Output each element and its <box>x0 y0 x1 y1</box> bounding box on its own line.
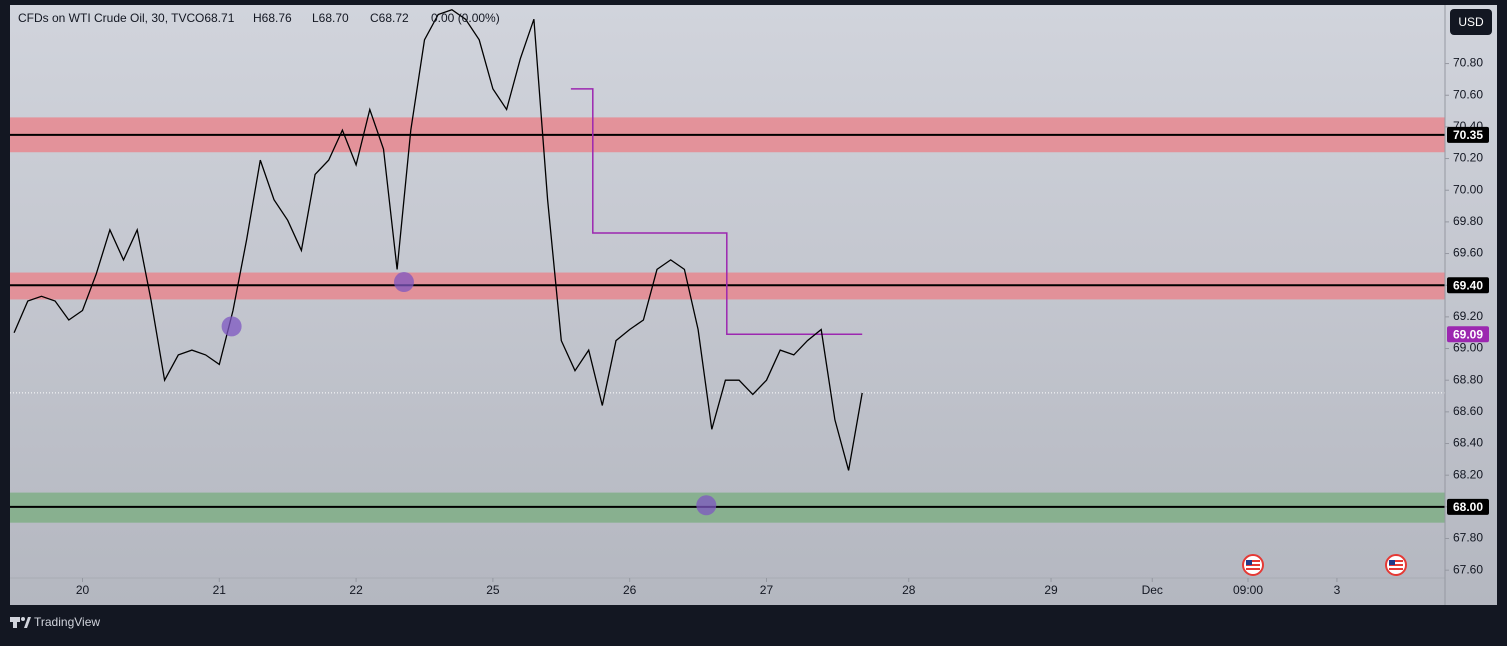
x-tick-label: 28 <box>902 583 916 597</box>
price-label: 69.40 <box>1453 278 1483 292</box>
price-label-box <box>1447 126 1489 143</box>
x-tick-label: 22 <box>349 583 363 597</box>
y-tick-label: 70.00 <box>1453 182 1483 196</box>
y-tick-label: 69.00 <box>1453 341 1483 355</box>
step-line <box>570 88 863 336</box>
price-label: 70.35 <box>1453 128 1483 142</box>
y-tick-label: 68.80 <box>1453 372 1483 386</box>
y-tick-label: 67.80 <box>1453 531 1483 545</box>
marker <box>221 316 242 337</box>
y-tick-label: 69.60 <box>1453 246 1483 260</box>
y-tick-label: 68.20 <box>1453 467 1483 481</box>
price-line <box>13 8 863 471</box>
price-label-box <box>1447 498 1489 515</box>
x-tick-label: 26 <box>623 583 637 597</box>
x-tick-label: 25 <box>486 583 500 597</box>
high: H68.76 <box>253 11 292 25</box>
y-tick-label: 70.20 <box>1453 151 1483 165</box>
event-icon[interactable] <box>1385 554 1407 576</box>
x-tick-label: 3 <box>1334 583 1341 597</box>
price-label-box <box>1447 326 1489 343</box>
y-tick-label: 69.80 <box>1453 214 1483 228</box>
brand[interactable]: TradingView <box>34 615 100 629</box>
symbol: CFDs on WTI Crude Oil, 30, TVC <box>18 11 195 25</box>
close: C68.72 <box>370 11 409 25</box>
price-label: 68.00 <box>1453 500 1483 514</box>
low: L68.70 <box>312 11 349 25</box>
currency[interactable]: USD <box>1458 15 1484 29</box>
marker <box>696 495 717 516</box>
price-label-box <box>1447 277 1489 294</box>
plot <box>10 8 1445 523</box>
y-tick-label: 70.60 <box>1453 87 1483 101</box>
x-tick-label: 09:00 <box>1233 583 1263 597</box>
x-tick-label: Dec <box>1142 583 1163 597</box>
y-tick-label: 67.60 <box>1453 562 1483 576</box>
y-tick-label: 68.40 <box>1453 436 1483 450</box>
x-tick-label: 29 <box>1044 583 1058 597</box>
brand-logo[interactable] <box>10 617 31 628</box>
change: 0.00 (0.00%) <box>431 11 500 25</box>
price-label: 69.09 <box>1453 327 1483 341</box>
y-tick-label: 70.80 <box>1453 56 1483 70</box>
currency-button[interactable] <box>1450 9 1492 35</box>
x-tick-label: 21 <box>213 583 227 597</box>
y-tick-label: 69.20 <box>1453 309 1483 323</box>
open: O68.71 <box>195 11 235 25</box>
x-tick-label: 27 <box>760 583 774 597</box>
event-icon[interactable] <box>1242 554 1264 576</box>
x-tick-label: 20 <box>76 583 90 597</box>
y-tick-label: 68.60 <box>1453 404 1483 418</box>
marker <box>393 272 414 293</box>
